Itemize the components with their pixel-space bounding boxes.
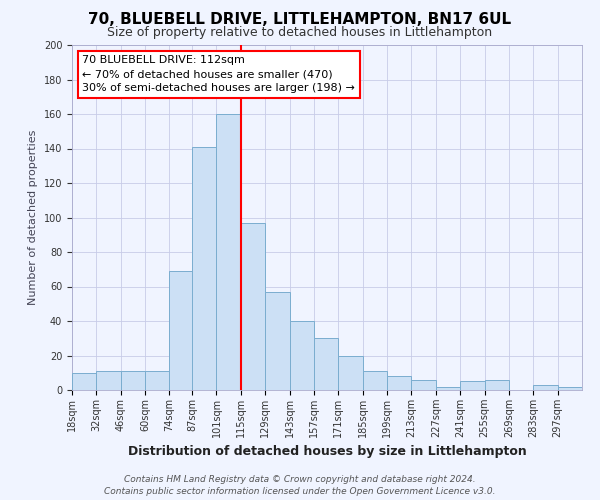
Bar bbox=[533, 385, 557, 390]
Bar bbox=[241, 222, 265, 390]
Bar bbox=[485, 380, 509, 390]
Text: 70, BLUEBELL DRIVE, LITTLEHAMPTON, BN17 6UL: 70, BLUEBELL DRIVE, LITTLEHAMPTON, BN17 … bbox=[88, 12, 512, 28]
Bar bbox=[338, 356, 362, 390]
Bar bbox=[97, 371, 121, 390]
Bar bbox=[290, 321, 314, 390]
Text: 70 BLUEBELL DRIVE: 112sqm
← 70% of detached houses are smaller (470)
30% of semi: 70 BLUEBELL DRIVE: 112sqm ← 70% of detac… bbox=[82, 56, 355, 94]
Bar bbox=[265, 292, 290, 390]
Bar bbox=[121, 371, 145, 390]
Text: Size of property relative to detached houses in Littlehampton: Size of property relative to detached ho… bbox=[107, 26, 493, 39]
Bar bbox=[557, 386, 582, 390]
Y-axis label: Number of detached properties: Number of detached properties bbox=[28, 130, 38, 305]
Bar bbox=[169, 271, 194, 390]
Bar bbox=[72, 373, 97, 390]
Bar bbox=[314, 338, 338, 390]
Bar bbox=[460, 382, 485, 390]
Bar bbox=[217, 114, 241, 390]
Bar bbox=[362, 371, 387, 390]
Bar bbox=[145, 371, 169, 390]
Bar bbox=[387, 376, 412, 390]
Bar bbox=[412, 380, 436, 390]
Bar bbox=[436, 386, 460, 390]
X-axis label: Distribution of detached houses by size in Littlehampton: Distribution of detached houses by size … bbox=[128, 446, 526, 458]
Bar bbox=[192, 147, 217, 390]
Text: Contains HM Land Registry data © Crown copyright and database right 2024.
Contai: Contains HM Land Registry data © Crown c… bbox=[104, 475, 496, 496]
